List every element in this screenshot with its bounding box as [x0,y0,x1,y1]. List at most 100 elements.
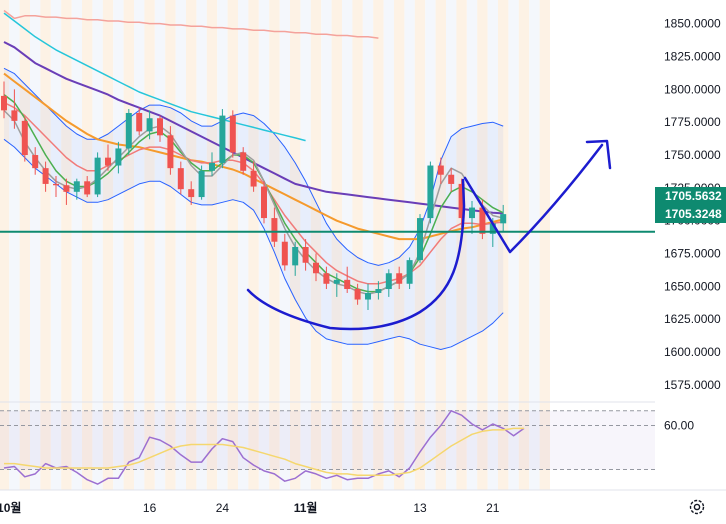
candle [94,152,101,198]
y-tick-label: 1600.0000 [664,345,721,359]
candle [1,81,7,119]
drawn-arrow-head [585,139,612,170]
candle [188,181,195,205]
stripe [394,0,405,490]
stripe [435,0,446,490]
stripe [102,0,114,490]
x-tick-label: 13 [413,501,427,515]
x-tick-label: 11월 [294,500,318,515]
candle [323,266,330,290]
stripe [82,0,93,490]
x-tick-label: 24 [216,501,230,515]
candle [42,161,49,192]
candle [73,178,80,200]
candle-body [136,112,143,132]
candle [365,283,371,311]
stripe [0,0,10,490]
candle-body [344,279,351,290]
candle-body [271,218,278,242]
stripe [40,0,51,490]
candle-body [427,165,434,219]
candle [437,157,444,184]
candle [313,253,319,282]
stripe [331,0,342,490]
candle-body [406,260,413,284]
candle [427,161,434,224]
y-tick-label: 1825.0000 [664,49,721,63]
stripe [227,0,238,490]
candle-body [94,157,101,195]
stripe [186,0,197,490]
candle-body [396,273,403,284]
candle [11,89,18,129]
candle-body [167,135,174,169]
stripe [425,0,436,490]
candle-body [500,214,507,224]
candle [157,115,163,142]
candle-body [323,273,330,284]
candle [177,161,184,195]
candle-body [105,157,111,166]
stripe [508,0,519,490]
candle [261,181,267,224]
candle-body [219,115,226,163]
stripe [518,0,530,490]
candle-body [21,120,28,156]
candle [406,257,413,290]
stripe [9,0,20,490]
price-tag: 1705.3248 [655,205,726,223]
candle [292,241,299,276]
candle-body [11,110,18,121]
candle-body [209,162,215,171]
stripe [310,0,322,490]
candle [375,281,382,300]
candle-body [302,246,309,263]
candle-body [417,218,423,261]
candle-body [84,181,91,195]
stripe [238,0,249,490]
stripe [258,0,270,490]
candle-body [479,207,486,234]
candle [500,204,507,232]
candle [469,201,475,234]
stripe [144,0,155,490]
rsi-y-tick-label: 60.00 [664,418,694,432]
candle-body [281,241,288,266]
candle [63,178,70,205]
price-tag-box [655,205,726,223]
stripe [113,0,124,490]
candle-body [229,115,236,153]
stripe [539,0,550,490]
drawn-arrow-path [463,143,604,254]
x-tick-label: 21 [486,501,500,515]
candle-body [42,168,49,184]
candle-body [177,168,184,190]
candle-body [292,246,299,266]
stripe [321,0,332,490]
candle-body [73,181,80,192]
candle [32,147,39,175]
candle [396,266,403,290]
candle [84,176,91,198]
candle-body [458,183,465,219]
candle-body [354,289,361,300]
candle [136,107,143,136]
y-tick-label: 1800.0000 [664,82,721,96]
candle-body [1,95,7,111]
stripe [529,0,540,490]
gear-hub [693,503,701,511]
candle [448,168,455,192]
candle-body [146,118,153,132]
stripe [175,0,186,490]
stripe [248,0,259,490]
candle [458,178,465,228]
stripe [466,0,478,490]
candle [21,116,28,162]
candle [115,141,122,174]
candle [417,214,423,263]
candle-body [385,273,392,290]
candle [344,266,351,293]
stripe [404,0,415,490]
settings-gear-icon[interactable] [689,499,705,515]
candle-body [313,262,319,274]
